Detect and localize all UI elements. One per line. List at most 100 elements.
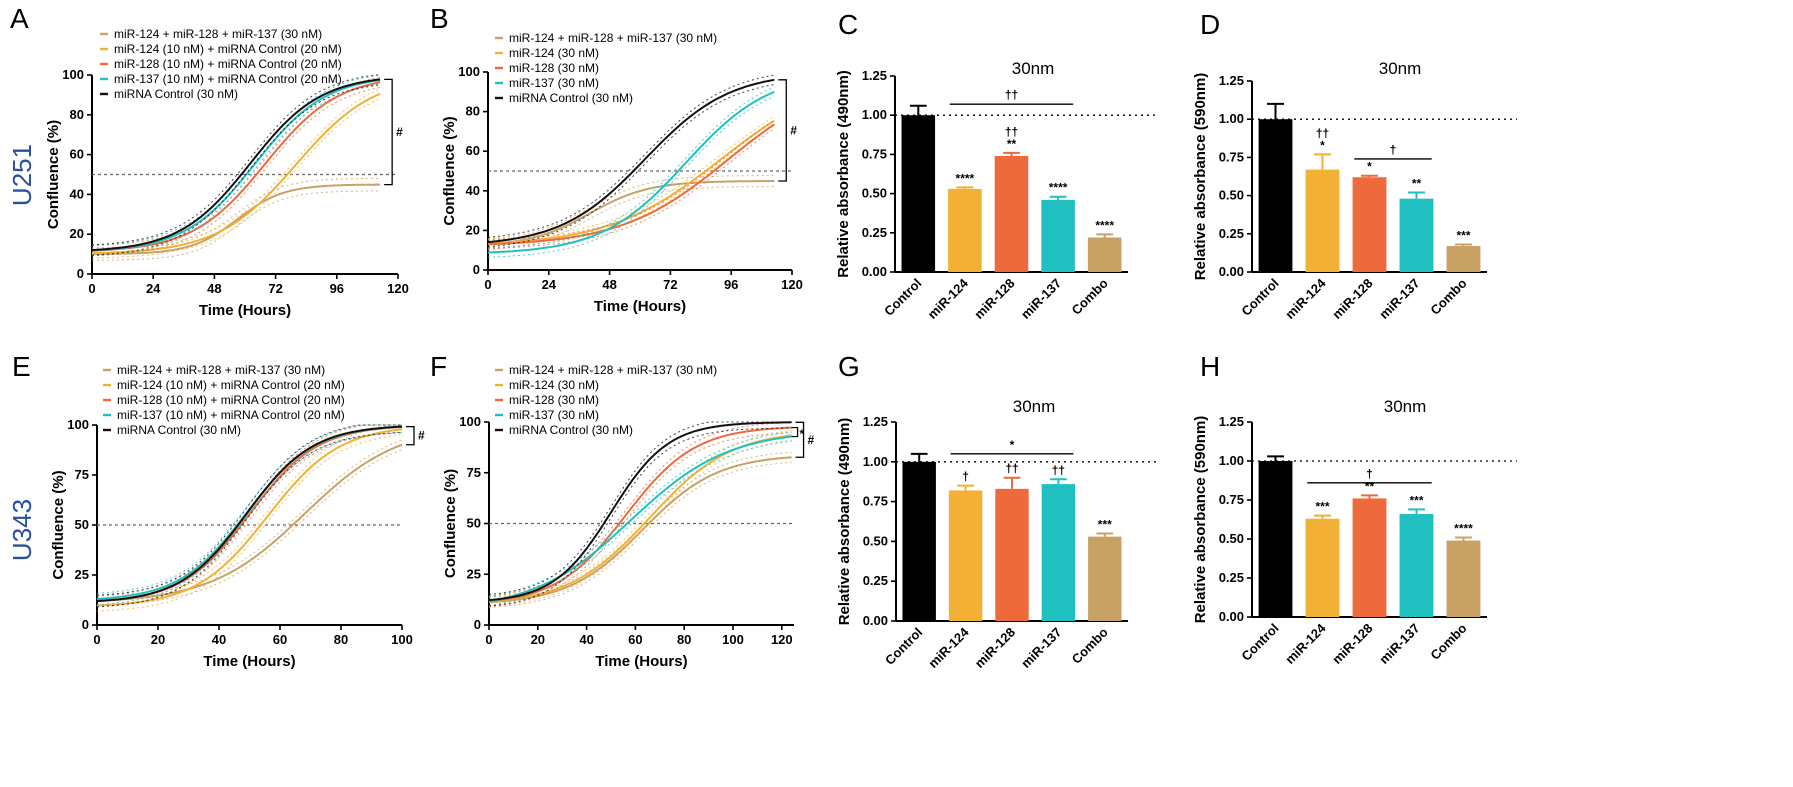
x-tick-label: 0: [485, 632, 492, 647]
category-label: Combo: [1069, 624, 1111, 666]
significance-label: *: [1320, 138, 1325, 152]
x-tick-label: 100: [391, 632, 413, 647]
y-tick-label: 0.75: [1219, 492, 1244, 507]
category-label: miR-137: [1376, 621, 1422, 667]
bar: [1399, 198, 1434, 272]
bar: [994, 155, 1029, 272]
significance-label: ††: [1005, 125, 1018, 139]
legend-entry: miRNA Control (30 nM): [117, 423, 241, 437]
y-tick-label: 0.75: [862, 146, 887, 161]
series-line: [488, 456, 792, 604]
y-tick-label: 80: [466, 104, 480, 119]
line-chart-f: F 0 20 40 60 80 100 120 0 25 50 75 100 Time (Hours) Co…: [430, 351, 815, 670]
category-label: Control: [1238, 276, 1281, 319]
y-tick-label: 40: [466, 183, 480, 198]
panel-letter: H: [1200, 351, 1220, 382]
category-label: Combo: [1427, 275, 1469, 317]
y-tick-label: 1.00: [863, 454, 888, 469]
series-upper-band: [487, 86, 775, 249]
significance-label: ***: [1456, 228, 1470, 242]
bar: [948, 188, 982, 272]
y-tick-label: 75: [75, 467, 89, 482]
bar: [1088, 536, 1122, 621]
bracket-label: #: [808, 433, 815, 447]
legend-entry: miR-128 (30 nM): [509, 393, 599, 407]
y-tick-label: 25: [467, 566, 481, 581]
category-label: miR-128: [1329, 276, 1375, 322]
series-line: [96, 443, 403, 602]
bar: [1087, 237, 1122, 272]
y-axis-title: Relative absorbance (590nm): [1192, 73, 1209, 281]
series-line: [488, 434, 792, 603]
series-upper-band: [487, 175, 775, 240]
chart-title: 30nm: [1012, 59, 1055, 78]
inner-bracket: [791, 426, 799, 438]
panel-letter: C: [838, 9, 858, 40]
series-lower-band: [96, 432, 403, 608]
series-line: [487, 78, 775, 244]
bar: [948, 490, 983, 621]
series-lower-band: [96, 449, 403, 607]
y-tick-label: 0.75: [1219, 149, 1244, 164]
bracket-label: #: [396, 125, 403, 139]
y-tick-label: 0.00: [862, 264, 887, 279]
significance-label: ***: [1098, 517, 1112, 531]
bar: [1305, 169, 1340, 272]
series-upper-band: [488, 430, 792, 598]
panel-letter: G: [838, 351, 860, 382]
x-tick-label: 20: [151, 632, 165, 647]
series-upper-band: [488, 421, 792, 597]
significance-bracket: [406, 425, 415, 446]
panel-letter: B: [430, 3, 449, 34]
line-chart-e: E 0 20 40 60 80 100 0 25 50 75 100 Time (Hours) Confl…: [12, 351, 425, 670]
y-tick-label: 0: [473, 262, 480, 277]
series-line: [96, 425, 403, 603]
y-axis-title: Confluence (%): [441, 116, 458, 225]
y-tick-label: 0.50: [1219, 531, 1244, 546]
series-line: [488, 435, 792, 603]
legend-entry: miR-124 + miR-128 + miR-137 (30 nM): [509, 31, 717, 45]
significance-label: ****: [1095, 218, 1114, 232]
y-axis-title: Relative absorbance (490nm): [835, 70, 852, 278]
series-lower-band: [91, 84, 381, 256]
series-upper-band: [92, 177, 381, 249]
bracket-label: #: [790, 123, 797, 137]
x-tick-label: 0: [88, 281, 95, 296]
x-tick-label: 24: [146, 281, 161, 296]
legend-entry: miR-124 (10 nM) + miRNA Control (20 nM): [114, 42, 342, 56]
y-tick-label: 50: [467, 516, 481, 531]
significance-label: **: [1365, 479, 1375, 493]
y-axis-title: Relative absorbance (590nm): [1192, 416, 1209, 624]
series-upper-band: [488, 421, 792, 595]
x-tick-label: 0: [93, 632, 100, 647]
significance-bracket: [778, 79, 787, 182]
significance-label: ***: [1409, 493, 1423, 507]
y-axis-title: Confluence (%): [50, 470, 67, 579]
y-tick-label: 1.25: [1219, 414, 1244, 429]
series-upper-band: [487, 119, 775, 241]
legend-entry: miR-128 (10 nM) + miRNA Control (20 nM): [117, 393, 345, 407]
series-line: [96, 428, 403, 607]
series-upper-band: [96, 424, 402, 596]
category-label: miR-137: [1018, 625, 1064, 671]
x-tick-label: 20: [531, 632, 545, 647]
y-tick-label: 0.00: [1219, 264, 1244, 279]
series-upper-band: [96, 439, 403, 597]
row-label-u251: U251: [7, 144, 37, 206]
bar: [1258, 461, 1293, 617]
line-chart-a: A 0 24 48 72 96 120 0 20 40 60 80 100 Time (Hours) Con…: [10, 3, 409, 319]
y-tick-label: 1.00: [862, 107, 887, 122]
y-tick-label: 20: [466, 222, 480, 237]
bar-chart-d: D 30nm 0.00 0.25 0.50 0.75 1.00 1.25 Relative ab…: [1192, 9, 1517, 322]
significance-label: ****: [1454, 521, 1473, 535]
comparison-label: ††: [1005, 88, 1018, 102]
series-lower-band: [487, 124, 775, 249]
x-tick-label: 96: [330, 281, 344, 296]
y-tick-label: 40: [70, 186, 84, 201]
comparison-label: *: [1010, 438, 1015, 452]
significance-label: **: [1412, 177, 1422, 191]
series-lower-band: [96, 432, 403, 606]
x-tick-label: 72: [663, 277, 677, 292]
legend-entry: miRNA Control (30 nM): [509, 423, 633, 437]
x-tick-label: 120: [387, 281, 409, 296]
